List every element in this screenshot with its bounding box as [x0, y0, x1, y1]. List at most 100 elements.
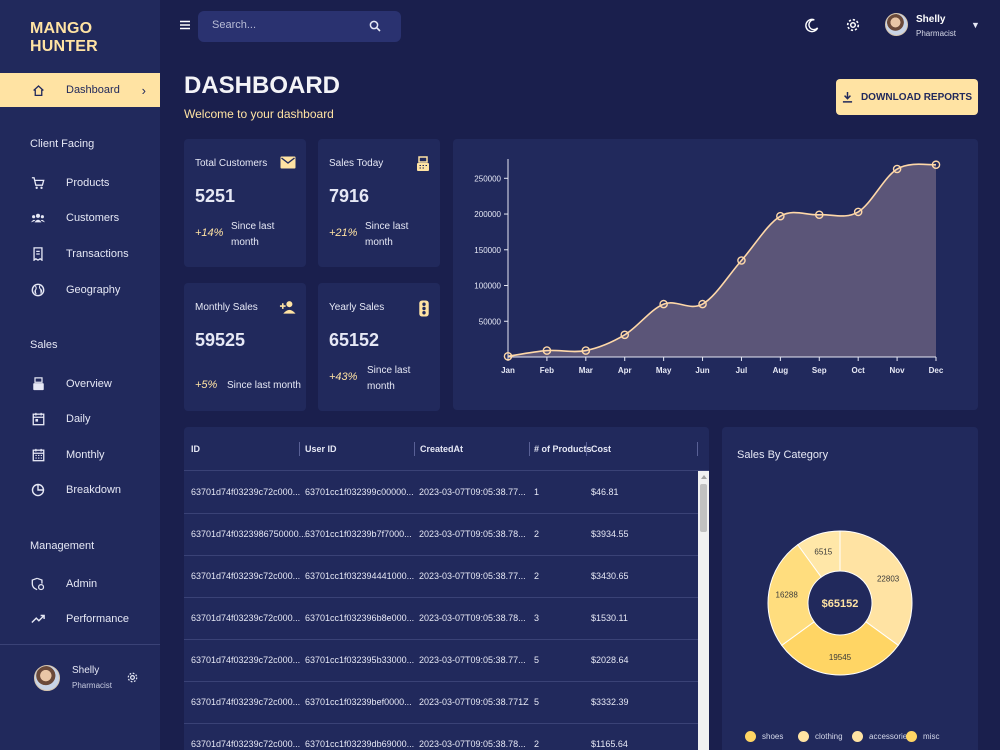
- sidebar: MANGO HUNTER Dashboard › Client Facing P…: [0, 0, 160, 750]
- stat-card-total-customers: Total Customers 5251 +14% Since last mon…: [184, 139, 306, 267]
- stat-increase: +21%: [329, 227, 358, 239]
- pie-slice-accessories[interactable]: [781, 621, 899, 676]
- data-point[interactable]: [892, 164, 902, 174]
- search-icon[interactable]: [369, 19, 381, 37]
- column-header-user-id[interactable]: User ID: [305, 444, 337, 454]
- admin-panel-icon: [30, 576, 46, 592]
- email-icon: [280, 156, 296, 174]
- search-input[interactable]: [212, 19, 362, 31]
- sidebar-item-geography[interactable]: Geography: [0, 273, 160, 307]
- scrollbar-thumb[interactable]: [700, 484, 707, 532]
- settings-icon[interactable]: [845, 17, 861, 38]
- sidebar-user-profile[interactable]: Shelly Pharmacist: [34, 663, 144, 695]
- sidebar-item-label: Dashboard: [66, 84, 120, 96]
- column-separator[interactable]: [529, 442, 530, 456]
- table-row[interactable]: 63701d74f0323986750000... 63701cc1f03239…: [184, 514, 699, 556]
- legend-item-clothing[interactable]: clothing: [798, 728, 843, 744]
- stat-card-monthly-sales: Monthly Sales 59525 +5% Since last month: [184, 283, 306, 411]
- table-row[interactable]: 63701d74f03239c72c000... 63701cc1f032399…: [184, 472, 699, 514]
- table-row[interactable]: 63701d74f03239c72c000... 63701cc1f03239d…: [184, 724, 699, 750]
- legend-item-misc[interactable]: misc: [906, 728, 939, 744]
- pie-slice-misc[interactable]: [767, 544, 822, 647]
- download-reports-button[interactable]: DOWNLOAD REPORTS: [836, 79, 978, 115]
- stat-since-text: Since last month: [227, 380, 301, 391]
- data-point[interactable]: [581, 346, 591, 355]
- data-point[interactable]: [776, 211, 785, 221]
- sidebar-item-label: Products: [66, 177, 110, 189]
- brand-logo: MANGO HUNTER: [30, 20, 98, 55]
- data-point[interactable]: [931, 160, 941, 170]
- sidebar-item-monthly[interactable]: Monthly: [0, 438, 160, 472]
- menu-icon[interactable]: [179, 18, 193, 32]
- sidebar-item-breakdown[interactable]: Breakdown: [0, 473, 160, 507]
- settings-icon[interactable]: [126, 671, 139, 689]
- dropdown-arrow-icon[interactable]: ▼: [971, 20, 980, 30]
- stat-value: 7916: [329, 186, 370, 206]
- x-tick-label: Oct: [852, 366, 866, 375]
- sidebar-item-label: Daily: [66, 413, 91, 425]
- line-chart-svg: 50000 100000 150000 200000 250000 Jan Feb Mar Ap…: [474, 159, 944, 375]
- sidebar-item-customers[interactable]: Customers: [0, 201, 160, 235]
- y-tick-label: 200000: [474, 210, 501, 219]
- table-row[interactable]: 63701d74f03239c72c000... 63701cc1f032395…: [184, 640, 699, 682]
- legend-swatch: [745, 730, 756, 742]
- legend-swatch: [906, 730, 917, 742]
- user-menu[interactable]: Shelly Pharmacist ▼: [885, 12, 985, 42]
- sidebar-item-overview[interactable]: Overview: [0, 367, 160, 401]
- data-point[interactable]: [814, 210, 824, 220]
- point-of-sale-icon: [416, 156, 430, 177]
- stat-increase: +14%: [195, 227, 224, 239]
- cell-id: 63701d74f03239c72c000...: [191, 571, 301, 581]
- data-point[interactable]: [620, 330, 630, 340]
- y-tick-label: 100000: [474, 282, 501, 291]
- pie-total: $65152: [822, 598, 859, 610]
- data-point[interactable]: [503, 351, 513, 361]
- user-name: Shelly: [72, 665, 100, 676]
- table-scrollbar[interactable]: [698, 471, 709, 750]
- user-role: Pharmacist: [72, 681, 113, 690]
- column-separator[interactable]: [414, 442, 415, 456]
- sidebar-item-products[interactable]: Products: [0, 166, 160, 200]
- sidebar-item-dashboard[interactable]: Dashboard ›: [0, 73, 160, 107]
- legend-item-accessories[interactable]: accessories: [852, 728, 911, 744]
- stat-increase: +43%: [329, 371, 358, 383]
- chevron-right-icon: ›: [141, 82, 146, 98]
- column-header-products[interactable]: # of Products: [534, 444, 592, 454]
- stat-value: 59525: [195, 330, 246, 350]
- sidebar-item-label: Monthly: [66, 449, 105, 461]
- column-header-cost[interactable]: Cost: [591, 444, 611, 454]
- data-point[interactable]: [542, 346, 552, 355]
- data-point[interactable]: [853, 207, 863, 217]
- column-separator[interactable]: [586, 442, 587, 456]
- cell-id: 63701d74f0323986750000...: [191, 529, 307, 539]
- pie-slice-label: 22803: [877, 574, 900, 583]
- column-header-created-at[interactable]: CreatedAt: [420, 444, 464, 454]
- column-header-id[interactable]: ID: [191, 444, 200, 454]
- data-point[interactable]: [698, 299, 707, 309]
- scroll-up-arrow[interactable]: [701, 475, 707, 479]
- legend-item-shoes[interactable]: shoes: [745, 728, 783, 744]
- table-row[interactable]: 63701d74f03239c72c000... 63701cc1f032396…: [184, 598, 699, 640]
- data-point[interactable]: [737, 256, 746, 265]
- sidebar-item-daily[interactable]: Daily: [0, 402, 160, 436]
- cell-created-at: 2023-03-07T09:05:38.78...: [419, 739, 526, 749]
- sidebar-item-performance[interactable]: Performance: [0, 602, 160, 636]
- sidebar-item-label: Geography: [66, 284, 121, 296]
- sidebar-item-transactions[interactable]: Transactions: [0, 237, 160, 271]
- avatar: [34, 665, 60, 691]
- section-sales: Sales: [30, 339, 58, 351]
- data-point[interactable]: [659, 299, 668, 309]
- calendar-month-icon: [30, 447, 46, 463]
- table-row[interactable]: 63701d74f03239c72c000... 63701cc1f032394…: [184, 556, 699, 598]
- sidebar-item-admin[interactable]: Admin: [0, 567, 160, 601]
- stat-label: Monthly Sales: [195, 302, 258, 313]
- pie-slice-clothing[interactable]: [839, 530, 913, 647]
- column-separator[interactable]: [299, 442, 300, 456]
- table-row[interactable]: 63701d74f03239c72c000... 63701cc1f03239b…: [184, 682, 699, 724]
- cell-products: 2: [534, 739, 540, 749]
- avatar: [885, 13, 908, 36]
- person-add-icon: [279, 300, 296, 319]
- column-separator[interactable]: [697, 442, 698, 456]
- sidebar-divider: [0, 644, 160, 645]
- dark-mode-icon[interactable]: [804, 18, 819, 38]
